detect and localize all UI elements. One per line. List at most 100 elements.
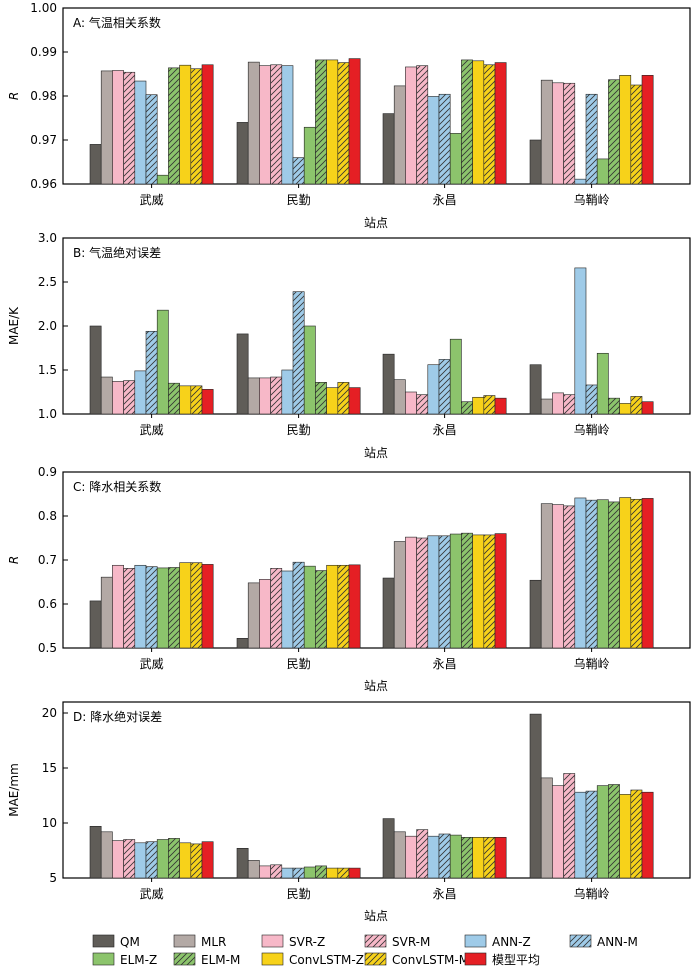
bar-hatch-ConvLSTM-M xyxy=(190,562,202,648)
bar-hatch-ELM-M xyxy=(315,570,327,648)
panel-a-category-label: 永昌 xyxy=(433,193,457,207)
panel-a-xlabel: 站点 xyxy=(364,216,388,230)
legend-label: ConvLSTM-Z xyxy=(289,953,364,967)
bar-ConvLSTM-Z xyxy=(619,75,632,185)
bar-hatch-ELM-M xyxy=(315,59,327,184)
bar-SVR-Z xyxy=(112,840,124,879)
bar-hatch-ANN-M xyxy=(439,359,451,414)
panel-d-ytick-label: 15 xyxy=(42,761,57,775)
bar-QM xyxy=(529,579,542,649)
bar-SVR-Z xyxy=(259,579,271,649)
bar-hatch-SVR-M xyxy=(123,72,135,184)
bar-模型平均 xyxy=(348,564,361,649)
bar-hatch-ConvLSTM-M xyxy=(483,837,495,878)
bar-模型平均 xyxy=(641,498,654,649)
legend-item: ConvLSTM-Z xyxy=(261,952,364,967)
bar-ConvLSTM-Z xyxy=(179,385,192,415)
bar-MLR xyxy=(100,376,113,415)
bar-模型平均 xyxy=(201,564,214,649)
bar-hatch-ANN-M xyxy=(146,566,158,648)
panel-d-category-label: 武威 xyxy=(140,887,164,901)
legend-label: QM xyxy=(120,935,140,949)
panel-b-ticks: 1.0 1.5 2.0 2.5 3.0 xyxy=(38,231,68,421)
bar-ANN-Z xyxy=(281,369,294,415)
bar-hatch-ANN-M xyxy=(293,562,305,648)
bar-QM xyxy=(89,600,102,649)
bar-模型平均 xyxy=(494,836,507,879)
bar-ANN-Z xyxy=(427,364,440,415)
bar-模型平均 xyxy=(641,401,654,415)
bar-MLR xyxy=(540,398,553,415)
panel-a-category-label: 武威 xyxy=(140,193,164,207)
bar-ANN-Z xyxy=(574,497,587,649)
bar-MLR xyxy=(100,70,113,185)
bar-hatch-ConvLSTM-M xyxy=(483,64,495,184)
legend-item: MLR xyxy=(173,934,226,949)
bar-模型平均 xyxy=(201,64,214,185)
bar-ELM-Z xyxy=(596,785,609,879)
panel-c-ytick-label: 0.9 xyxy=(38,465,57,479)
bar-ELM-Z xyxy=(156,567,169,649)
bar-ConvLSTM-Z xyxy=(179,562,192,649)
bar-hatch-SVR-M xyxy=(270,64,282,184)
panel-d-frame xyxy=(62,701,691,879)
bar-SVR-Z xyxy=(552,392,564,415)
bar-hatch-ANN-M xyxy=(439,535,451,648)
bar-ANN-Z xyxy=(427,535,440,649)
bar-模型平均 xyxy=(201,841,214,879)
bar-QM xyxy=(89,144,102,185)
panel-c: C: 降水相关系数 R 0.5 0.6 0.7 0.8 0.9 武威 民勤 永昌 乌鞘岭 站点 xyxy=(7,465,691,693)
bar-hatch-ELM-M xyxy=(168,383,180,414)
bar-ConvLSTM-Z xyxy=(472,60,485,185)
panel-a-ytick-label: 1.00 xyxy=(30,1,57,15)
legend-label: ELM-Z xyxy=(120,953,157,967)
bar-SVR-Z xyxy=(552,785,564,879)
panel-a-bars xyxy=(89,58,654,185)
bar-hatch-ConvLSTM-M xyxy=(630,499,642,648)
legend-swatch-hatch xyxy=(174,953,195,965)
bar-hatch-ELM-M xyxy=(168,838,180,878)
bar-ELM-Z xyxy=(303,126,316,185)
legend-item: SVR-M xyxy=(364,934,430,949)
panel-a-ytick-label: 0.98 xyxy=(30,89,57,103)
bar-MLR xyxy=(100,831,113,879)
bar-ANN-Z xyxy=(574,267,587,415)
bar-hatch-ANN-M xyxy=(439,94,451,184)
panel-c-category-label: 民勤 xyxy=(287,657,311,671)
bar-ConvLSTM-Z xyxy=(472,534,485,649)
bar-hatch-SVR-M xyxy=(563,394,575,414)
bar-ELM-Z xyxy=(449,338,462,415)
panel-b-xlabel: 站点 xyxy=(364,446,388,460)
bar-ANN-Z xyxy=(574,178,587,185)
bar-hatch-ANN-M xyxy=(586,94,598,184)
bar-hatch-ConvLSTM-M xyxy=(190,843,202,878)
bar-模型平均 xyxy=(494,533,507,649)
bar-ConvLSTM-Z xyxy=(179,64,192,185)
bar-hatch-ANN-M xyxy=(293,157,305,184)
bar-ConvLSTM-Z xyxy=(619,794,632,879)
panel-c-category-label: 永昌 xyxy=(433,657,457,671)
panel-b-category-label: 民勤 xyxy=(287,423,311,437)
bar-hatch-ANN-M xyxy=(146,94,158,184)
panel-d-category-label: 永昌 xyxy=(433,887,457,901)
bar-MLR xyxy=(540,777,553,879)
legend-swatch-hatch xyxy=(365,935,386,947)
bar-模型平均 xyxy=(348,867,361,879)
bar-hatch-ELM-M xyxy=(315,382,327,414)
bar-SVR-Z xyxy=(552,82,564,185)
panel-d-ytick-label: 20 xyxy=(42,706,57,720)
bar-QM xyxy=(382,113,395,185)
bar-ELM-Z xyxy=(156,309,169,415)
bar-hatch-SVR-M xyxy=(416,394,428,414)
legend-label: ANN-M xyxy=(597,935,638,949)
bar-MLR xyxy=(540,503,553,649)
bar-hatch-ConvLSTM-M xyxy=(630,85,642,184)
panel-d-ylabel: MAE/mm xyxy=(7,763,21,817)
bar-hatch-ELM-M xyxy=(608,398,620,414)
panel-c-categories: 武威 民勤 永昌 乌鞘岭 xyxy=(140,648,610,671)
panel-d-ytick-label: 5 xyxy=(49,871,57,885)
bar-ConvLSTM-Z xyxy=(326,867,339,879)
bar-ANN-Z xyxy=(134,564,147,649)
bar-hatch-SVR-M xyxy=(270,568,282,648)
bar-QM xyxy=(236,638,249,649)
